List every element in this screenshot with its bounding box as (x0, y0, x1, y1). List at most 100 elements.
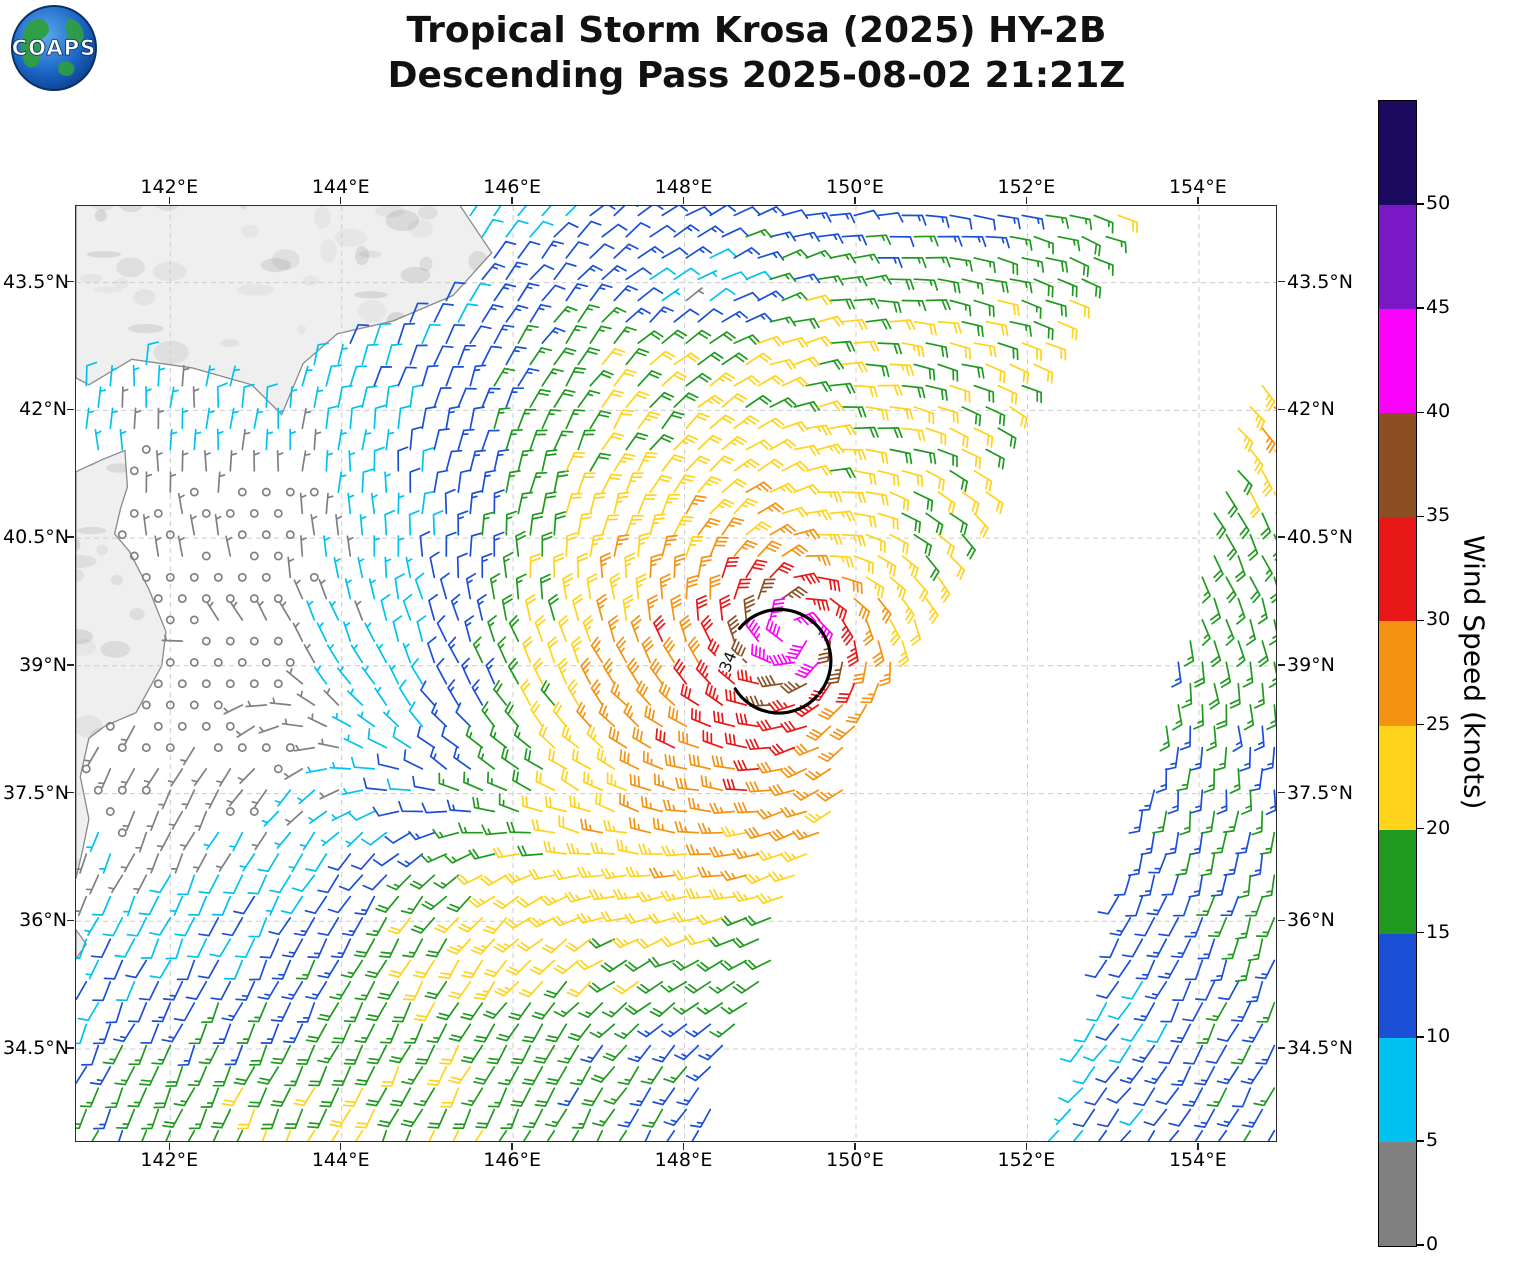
colorbar-tick-mark (1417, 203, 1424, 205)
lon-label-top: 144°E (311, 176, 370, 198)
colorbar-tick-label: 15 (1426, 920, 1451, 943)
colorbar-tick-mark (1417, 619, 1424, 622)
colorbar-segment-10kt (1379, 933, 1416, 1038)
lat-label-left: 43.5°N (3, 270, 70, 293)
wind-barbs-10kt (76, 206, 1276, 1141)
axis-tick (854, 197, 856, 204)
coastline (76, 206, 493, 416)
lon-label-bottom: 154°E (1168, 1149, 1227, 1171)
lon-label-top: 154°E (1168, 176, 1227, 198)
wind-radius-arc-upper (737, 607, 833, 695)
wind-barb-map: 34 (76, 206, 1276, 1141)
colorbar-segment-35kt (1379, 413, 1416, 518)
lon-label-top: 150°E (826, 176, 884, 198)
colorbar-tick-mark (1417, 931, 1424, 934)
colorbar-segment-40kt (1379, 309, 1416, 414)
lon-label-top: 152°E (997, 176, 1056, 198)
colorbar-tick-label: 10 (1426, 1024, 1451, 1047)
colorbar-tick-mark (1417, 307, 1424, 309)
colorbar-tick-mark (1417, 1140, 1424, 1142)
lat-label-right: 42°N (1287, 398, 1335, 421)
axis-tick (168, 197, 171, 204)
storm-symbol: 34 (711, 607, 833, 715)
colorbar-tick-label: 5 (1426, 1128, 1439, 1151)
lat-label-right: 43.5°N (1287, 270, 1354, 293)
lat-label-left: 39°N (19, 653, 67, 676)
axis-tick (67, 280, 74, 283)
colorbar-segment-50kt (1379, 101, 1416, 206)
lon-label-top: 142°E (140, 176, 199, 198)
colorbar-tick-mark (1417, 723, 1424, 726)
continent-shape (21, 19, 49, 68)
axis-tick (854, 1143, 856, 1150)
title-line-2: Descending Pass 2025-08-02 21:21Z (387, 55, 1126, 96)
axis-tick (1025, 197, 1028, 204)
axis-tick (1278, 791, 1285, 794)
colorbar-segment-15kt (1379, 829, 1416, 934)
colorbar-tick-label: 0 (1426, 1233, 1439, 1255)
colorbar-segment-45kt (1379, 205, 1416, 310)
wind-barbs-0kt (76, 287, 704, 916)
axis-tick (1278, 664, 1285, 666)
colorbar-segment-0kt (1379, 1141, 1416, 1247)
axis-tick (1197, 1143, 1199, 1150)
axis-tick (67, 664, 74, 666)
colorbar-segment-25kt (1379, 621, 1416, 726)
wind-speed-colorbar (1378, 100, 1417, 1247)
colorbar-tick-mark (1417, 411, 1424, 414)
coaps-logo: COAPS (11, 5, 97, 91)
colorbar-tick-label: 40 (1426, 400, 1451, 423)
lat-label-left: 36°N (19, 909, 67, 932)
colorbar-tick-mark (1417, 1036, 1424, 1038)
axis-tick (1278, 536, 1285, 538)
colorbar-segment-5kt (1379, 1037, 1416, 1142)
land-japan (76, 206, 493, 960)
lat-label-left: 42°N (19, 398, 67, 421)
colorbar-axis-label: Wind Speed (knots) (1457, 535, 1491, 810)
colorbar-segment-30kt (1379, 517, 1416, 622)
colorbar-tick-label: 25 (1426, 712, 1451, 735)
axis-tick (1197, 197, 1199, 204)
axis-tick (1278, 408, 1285, 411)
lat-label-right: 37.5°N (1287, 781, 1354, 804)
axis-tick (67, 536, 74, 538)
lon-label-top: 146°E (483, 176, 542, 198)
axis-tick (1278, 280, 1285, 283)
colorbar-tick-label: 20 (1426, 816, 1451, 839)
lat-label-right: 39°N (1287, 653, 1335, 676)
axis-tick (1278, 1047, 1285, 1049)
lon-label-bottom: 152°E (997, 1149, 1056, 1171)
lon-label-bottom: 146°E (483, 1149, 542, 1171)
lon-label-bottom: 142°E (140, 1149, 199, 1171)
logo-text: COAPS (12, 36, 96, 60)
colorbar-tick-label: 35 (1426, 504, 1451, 527)
lat-label-left: 37.5°N (3, 781, 70, 804)
axis-tick (67, 408, 74, 411)
axis-tick (339, 1143, 342, 1150)
axis-tick (67, 791, 74, 794)
axis-tick (511, 1143, 513, 1150)
plot-title: Tropical Storm Krosa (2025) HY-2B Descen… (0, 8, 1513, 98)
axis-tick (168, 1143, 171, 1150)
map-axes-frame: 34 (75, 205, 1277, 1142)
colorbar-tick-label: 30 (1426, 608, 1451, 631)
coastline (76, 449, 167, 879)
wind-barbs-20kt (221, 214, 1276, 1141)
continent-shape (58, 61, 75, 76)
wind-barbs-15kt (76, 214, 1276, 1141)
title-line-1: Tropical Storm Krosa (2025) HY-2B (406, 10, 1107, 51)
lon-label-bottom: 150°E (826, 1149, 884, 1171)
lon-label-top: 148°E (654, 176, 713, 198)
axis-tick (67, 919, 74, 922)
axis-tick (682, 197, 685, 204)
colorbar-tick-mark (1417, 1244, 1424, 1246)
axis-tick (1025, 1143, 1028, 1150)
axis-tick (1278, 919, 1285, 922)
colorbar-tick-mark (1417, 827, 1424, 830)
axis-tick (511, 197, 513, 204)
axis-tick (682, 1143, 685, 1150)
wind-barbs-5kt (76, 206, 1168, 1141)
lat-label-right: 36°N (1287, 909, 1335, 932)
lon-label-bottom: 144°E (311, 1149, 370, 1171)
